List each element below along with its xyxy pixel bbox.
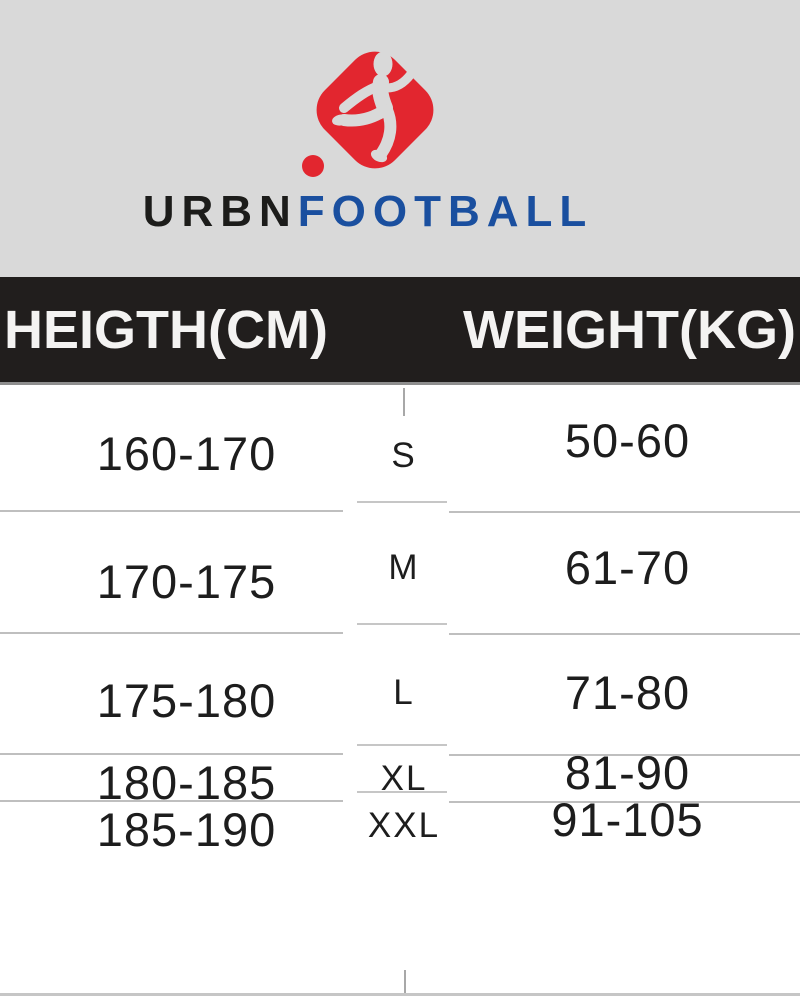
size-label: XXL — [367, 806, 441, 845]
ball-dot — [302, 155, 324, 177]
divider-segment-middle — [357, 501, 447, 503]
height-range: 185-190 — [96, 803, 277, 856]
column-divider-tick-bottom — [404, 970, 406, 993]
column-header-weight: WEIGHT(KG) — [463, 299, 796, 360]
height-range: 175-180 — [96, 674, 277, 727]
divider-segment-middle — [357, 623, 447, 625]
column-header-height: HEIGTH(CM) — [4, 299, 328, 360]
size-label: M — [388, 547, 420, 587]
brand-header: URBNFOOTBALL — [0, 0, 800, 277]
size-chart-row-xxl: 185-190 XXL 91-105 — [0, 796, 800, 853]
height-range: 180-185 — [96, 756, 277, 809]
divider-segment-middle — [357, 744, 447, 746]
brand-lockup: URBNFOOTBALL — [143, 0, 594, 277]
size-chart-row-l: 175-180 L 71-80 — [0, 634, 800, 755]
size-chart-header-row: HEIGTH(CM) WEIGHT(KG) — [0, 277, 800, 385]
size-chart-row-xl: 180-185 XL 81-90 — [0, 749, 800, 806]
divider-segment-right — [449, 633, 800, 635]
weight-range: 50-60 — [564, 414, 691, 467]
brand-name-primary: URBN — [142, 187, 298, 236]
size-chart-body: 160-170 S 50-60 170-175 M 61-70 175-180 — [0, 385, 800, 853]
weight-range: 71-80 — [564, 666, 691, 719]
weight-range: 81-90 — [564, 746, 691, 799]
size-label: S — [391, 436, 417, 475]
weight-range: 91-105 — [551, 793, 704, 846]
weight-range: 61-70 — [564, 540, 691, 594]
divider-segment-left — [0, 510, 343, 512]
divider-segment-right — [449, 754, 800, 756]
size-label: L — [393, 673, 415, 712]
divider-segment-left — [0, 800, 343, 802]
divider-segment-left — [0, 753, 343, 755]
size-chart-row-s: 160-170 S 50-60 — [0, 385, 800, 512]
divider-segment-left — [0, 632, 343, 634]
divider-segment-middle — [357, 791, 447, 793]
table-bottom-line — [0, 993, 800, 996]
divider-segment-right — [449, 801, 800, 803]
size-label: XL — [380, 759, 428, 798]
height-range: 160-170 — [96, 427, 277, 480]
height-range: 170-175 — [96, 554, 277, 608]
brand-name: URBNFOOTBALL — [143, 190, 594, 234]
size-chart: HEIGTH(CM) WEIGHT(KG) 160-170 S 50-60 17… — [0, 277, 800, 1000]
column-divider-tick-top — [403, 388, 405, 416]
soccer-player-logo-icon — [302, 51, 434, 177]
brand-name-secondary: FOOTBALL — [297, 187, 594, 236]
divider-segment-right — [449, 511, 800, 513]
size-chart-row-m: 170-175 M 61-70 — [0, 512, 800, 634]
